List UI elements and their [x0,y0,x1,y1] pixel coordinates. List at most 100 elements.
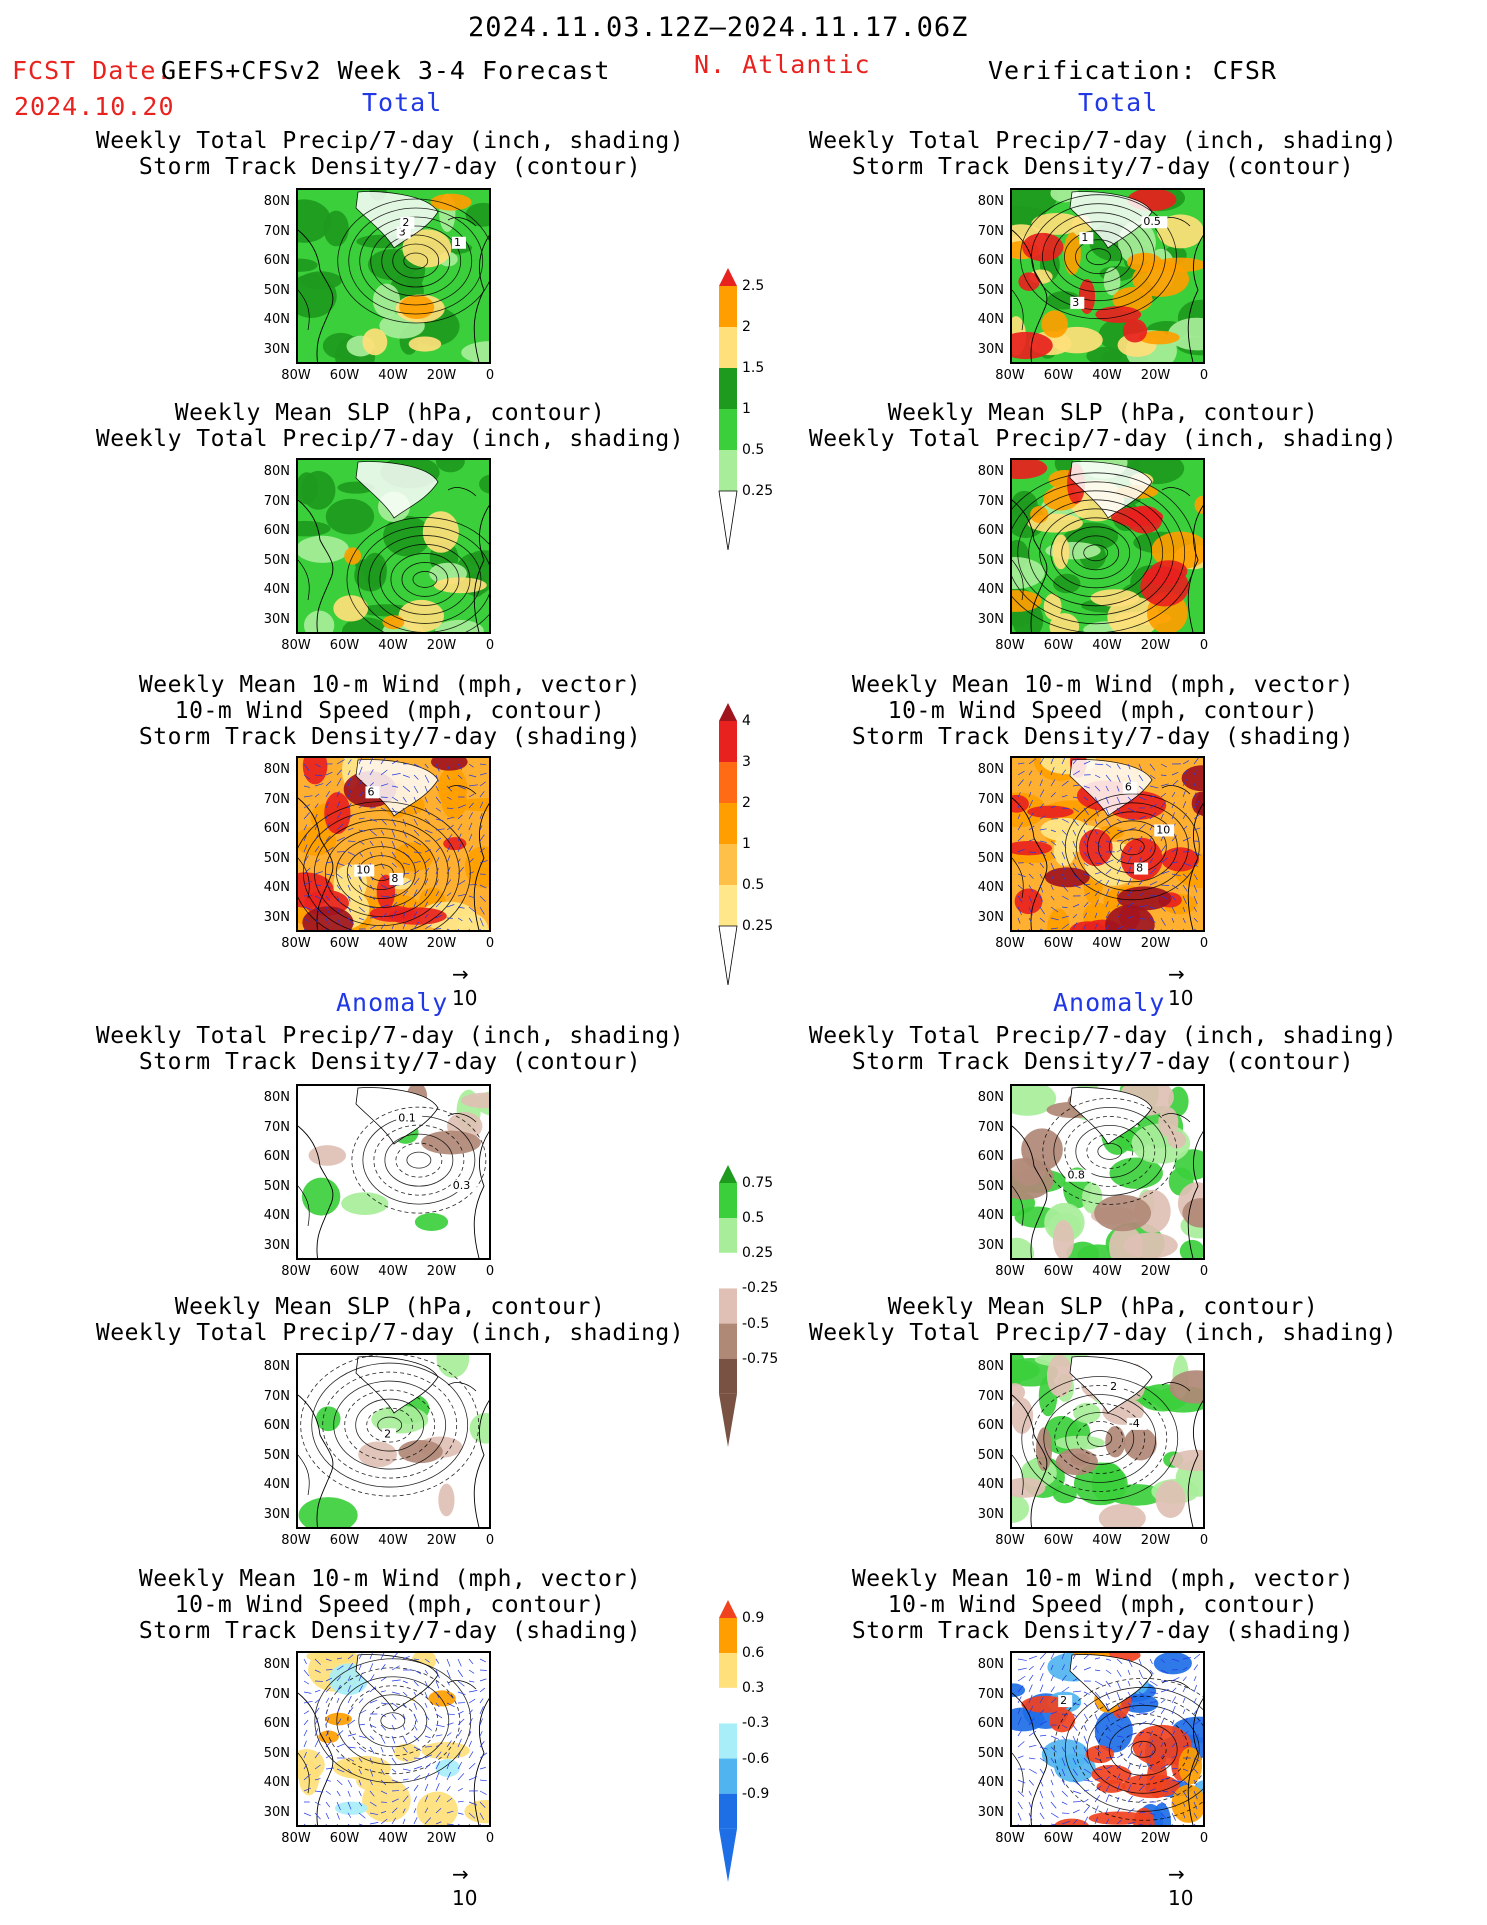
lon-tick-label: 60W [325,638,365,653]
lat-tick-label: 40N [964,1775,1004,1790]
lat-tick-label: 70N [964,224,1004,239]
map-total-wind-forecast: 8 10 6 [296,756,491,932]
lon-tick-label: 60W [1039,1533,1079,1548]
lon-tick-label: 0 [470,1264,510,1279]
colorbar-tick-label: 0.6 [742,1645,764,1661]
lat-tick-label: 30N [964,1507,1004,1522]
colorbar-tick-label: 4 [742,713,751,729]
lon-tick-label: 40W [373,936,413,951]
lon-tick-label: 60W [325,1533,365,1548]
colorbar-anom-precip [718,1165,732,1447]
lat-tick-label: 80N [250,194,290,209]
lat-tick-label: 50N [250,283,290,298]
lat-tick-label: 30N [250,342,290,357]
contour-label: 8 [1134,862,1148,875]
lat-tick-label: 60N [250,821,290,836]
lon-tick-label: 60W [1039,1831,1079,1846]
lon-tick-label: 60W [325,368,365,383]
panel-title-line: Weekly Total Precip/7-day (inch, shading… [783,426,1423,452]
colorbar-total-track [718,703,732,985]
svg-text:-4: -4 [1129,1417,1140,1430]
lon-tick-label: 80W [276,368,316,383]
lon-tick-label: 80W [276,1533,316,1548]
lon-tick-label: 80W [276,936,316,951]
map-field [1012,460,1205,634]
map-field: 8 10 6 [298,758,491,932]
lon-tick-label: 0 [470,368,510,383]
lon-tick-label: 80W [990,368,1030,383]
panel-title-line: Weekly Mean 10-m Wind (mph, vector) [70,672,710,698]
lon-tick-label: 0 [470,1533,510,1548]
lat-tick-label: 70N [250,1120,290,1135]
panel-title-line: 10-m Wind Speed (mph, contour) [70,698,710,724]
colorbar-tick-label: -0.75 [742,1351,778,1367]
svg-text:0.8: 0.8 [1067,1169,1085,1182]
verification-label: Verification: CFSR [988,56,1277,85]
lat-tick-label: 70N [964,792,1004,807]
lat-tick-label: 50N [964,553,1004,568]
lon-tick-label: 0 [470,1831,510,1846]
colorbar-tick-label: 1.5 [742,360,764,376]
lat-tick-label: 60N [964,1418,1004,1433]
lat-tick-label: 60N [964,821,1004,836]
contour-label: 6 [1123,781,1137,794]
panel-title-line: Weekly Total Precip/7-day (inch, shading… [70,128,710,154]
lat-tick-label: 80N [250,762,290,777]
map-field: 0.8 [1012,1086,1205,1260]
map-anom-wind-forecast [296,1651,491,1827]
map-field [298,1653,491,1827]
panel-title-line: Storm Track Density/7-day (contour) [70,1049,710,1075]
lat-tick-label: 40N [250,880,290,895]
panel-title-line: Storm Track Density/7-day (shading) [783,724,1423,750]
map-field: 0.531 [1012,190,1205,364]
svg-text:10: 10 [1156,823,1170,836]
colorbar-tick-label: -0.9 [742,1786,769,1802]
lat-tick-label: 50N [964,1746,1004,1761]
svg-text:0.3: 0.3 [453,1179,471,1192]
lat-tick-label: 60N [964,523,1004,538]
svg-text:3: 3 [1072,296,1079,309]
lon-tick-label: 80W [276,638,316,653]
panel-title-line: 10-m Wind Speed (mph, contour) [783,698,1423,724]
panel-title-line: Weekly Mean SLP (hPa, contour) [70,1294,710,1320]
lon-tick-label: 40W [373,1264,413,1279]
lat-tick-label: 80N [964,1657,1004,1672]
contour-label: 2 [1108,1380,1122,1393]
lat-tick-label: 40N [964,312,1004,327]
panel-title-line: Storm Track Density/7-day (contour) [783,1049,1423,1075]
lat-tick-label: 80N [964,194,1004,209]
lon-tick-label: 0 [470,638,510,653]
lat-tick-label: 30N [964,342,1004,357]
lat-tick-label: 60N [964,1716,1004,1731]
lon-tick-label: 60W [325,936,365,951]
colorbar-tick-label: 0.5 [742,1210,764,1226]
lat-tick-label: 30N [250,910,290,925]
section-total-right: Total [1078,88,1158,117]
lon-tick-label: 40W [373,368,413,383]
contour-label: 2 [400,216,414,229]
lon-tick-label: 20W [422,638,462,653]
panel-title-line: Storm Track Density/7-day (contour) [783,154,1423,180]
panel-title-line: Weekly Mean 10-m Wind (mph, vector) [783,1566,1423,1592]
contour-label: 8 [389,872,403,885]
lon-tick-label: 20W [1136,638,1176,653]
lon-tick-label: 60W [1039,638,1079,653]
lon-tick-label: 40W [1087,368,1127,383]
map-anom-slp_precip-forecast: 2 [296,1353,491,1529]
lat-tick-label: 50N [964,1179,1004,1194]
svg-text:0.5: 0.5 [1143,215,1161,228]
lat-tick-label: 40N [250,312,290,327]
lat-tick-label: 70N [250,1389,290,1404]
lat-tick-label: 70N [250,792,290,807]
panel-title-line: Storm Track Density/7-day (shading) [783,1618,1423,1644]
svg-text:2: 2 [1110,1380,1117,1393]
lat-tick-label: 40N [250,1775,290,1790]
svg-text:6: 6 [367,785,374,798]
lat-tick-label: 40N [250,1477,290,1492]
lon-tick-label: 40W [1087,1264,1127,1279]
svg-text:2: 2 [402,216,409,229]
contour-label: 0.8 [1065,1169,1091,1182]
map-anom-wind-verification: 2 [1010,1651,1205,1827]
svg-text:8: 8 [1136,862,1143,875]
